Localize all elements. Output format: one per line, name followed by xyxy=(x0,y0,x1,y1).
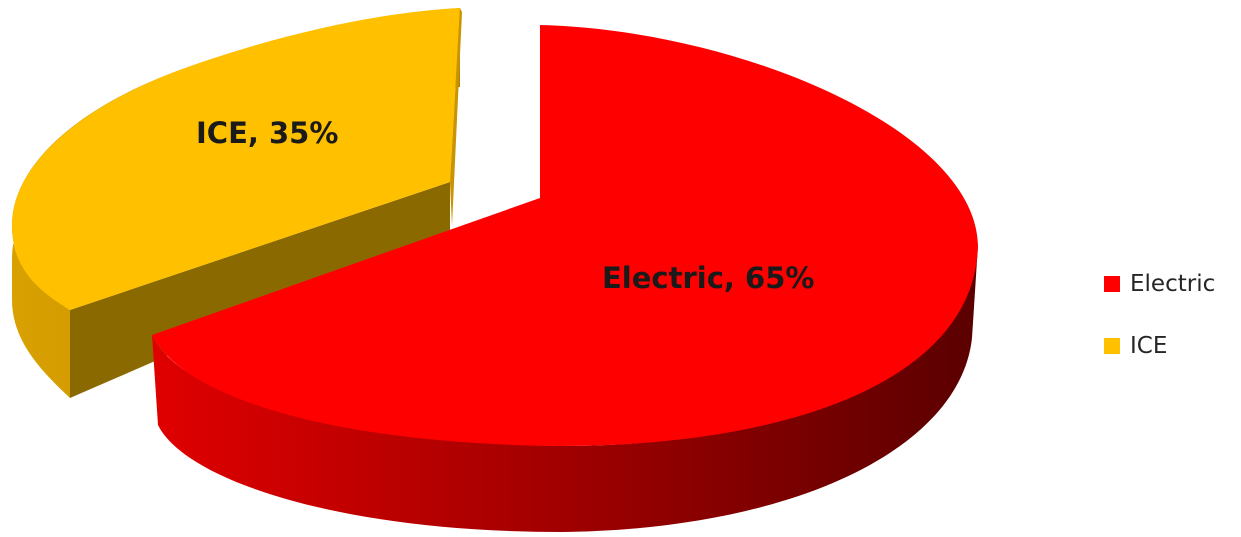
pie-slice-electric-side xyxy=(152,245,978,532)
legend-label-electric: Electric xyxy=(1130,271,1216,297)
legend-item-ice: ICE xyxy=(1104,328,1215,364)
legend-item-electric: Electric xyxy=(1104,266,1215,302)
slice-label-ice: ICE, 35% xyxy=(196,116,338,150)
pie-slice-ice-edge xyxy=(450,8,462,226)
legend-swatch-ice xyxy=(1104,338,1120,354)
pie-slice-electric-top xyxy=(152,25,978,446)
chart-legend: Electric ICE xyxy=(1104,266,1215,390)
pie-slice-ice-top xyxy=(12,8,460,310)
pie-slice-electric: Electric, 65% xyxy=(152,25,978,532)
legend-swatch-electric xyxy=(1104,276,1120,292)
legend-label-ice: ICE xyxy=(1130,333,1168,359)
slice-label-electric: Electric, 65% xyxy=(602,261,814,295)
